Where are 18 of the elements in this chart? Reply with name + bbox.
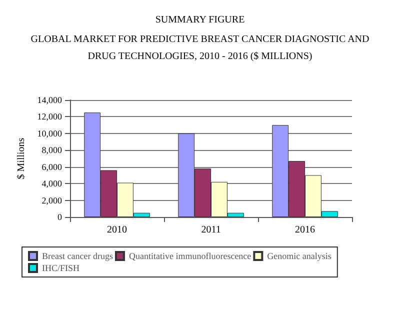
x-tick-label: 2010 xyxy=(107,224,127,236)
y-tick-label: 2,000 xyxy=(42,195,62,206)
y-tick-label: 12,000 xyxy=(37,112,62,122)
y-tick-label: 14,000 xyxy=(37,95,62,105)
chart-subtitle: GLOBAL MARKET FOR PREDICTIVE BREAST CANCER DIAGNOSTIC AND DRUG TECHNOLOGIES, 2010 - 2016 ($ MILLIONS) xyxy=(30,34,370,62)
x-tick-label: 2011 xyxy=(201,224,221,236)
y-tick-label: 8,000 xyxy=(42,145,62,156)
legend-label: Quantitative immunofluorescence xyxy=(128,251,252,261)
legend-label: Genomic analysis xyxy=(267,251,332,261)
y-tick-label: 6,000 xyxy=(42,162,62,172)
y-tick-label: 10,000 xyxy=(37,128,62,138)
legend-label: IHC/FISH xyxy=(42,263,80,273)
legend-label: Breast cancer drugs xyxy=(42,251,114,261)
y-axis-title: $ Millions xyxy=(16,138,27,180)
y-tick-label: 4,000 xyxy=(42,178,62,189)
y-tick-label: 0 xyxy=(58,212,62,222)
x-tick-label: 2016 xyxy=(295,224,315,236)
chart-title: SUMMARY FIGURE xyxy=(155,14,245,26)
